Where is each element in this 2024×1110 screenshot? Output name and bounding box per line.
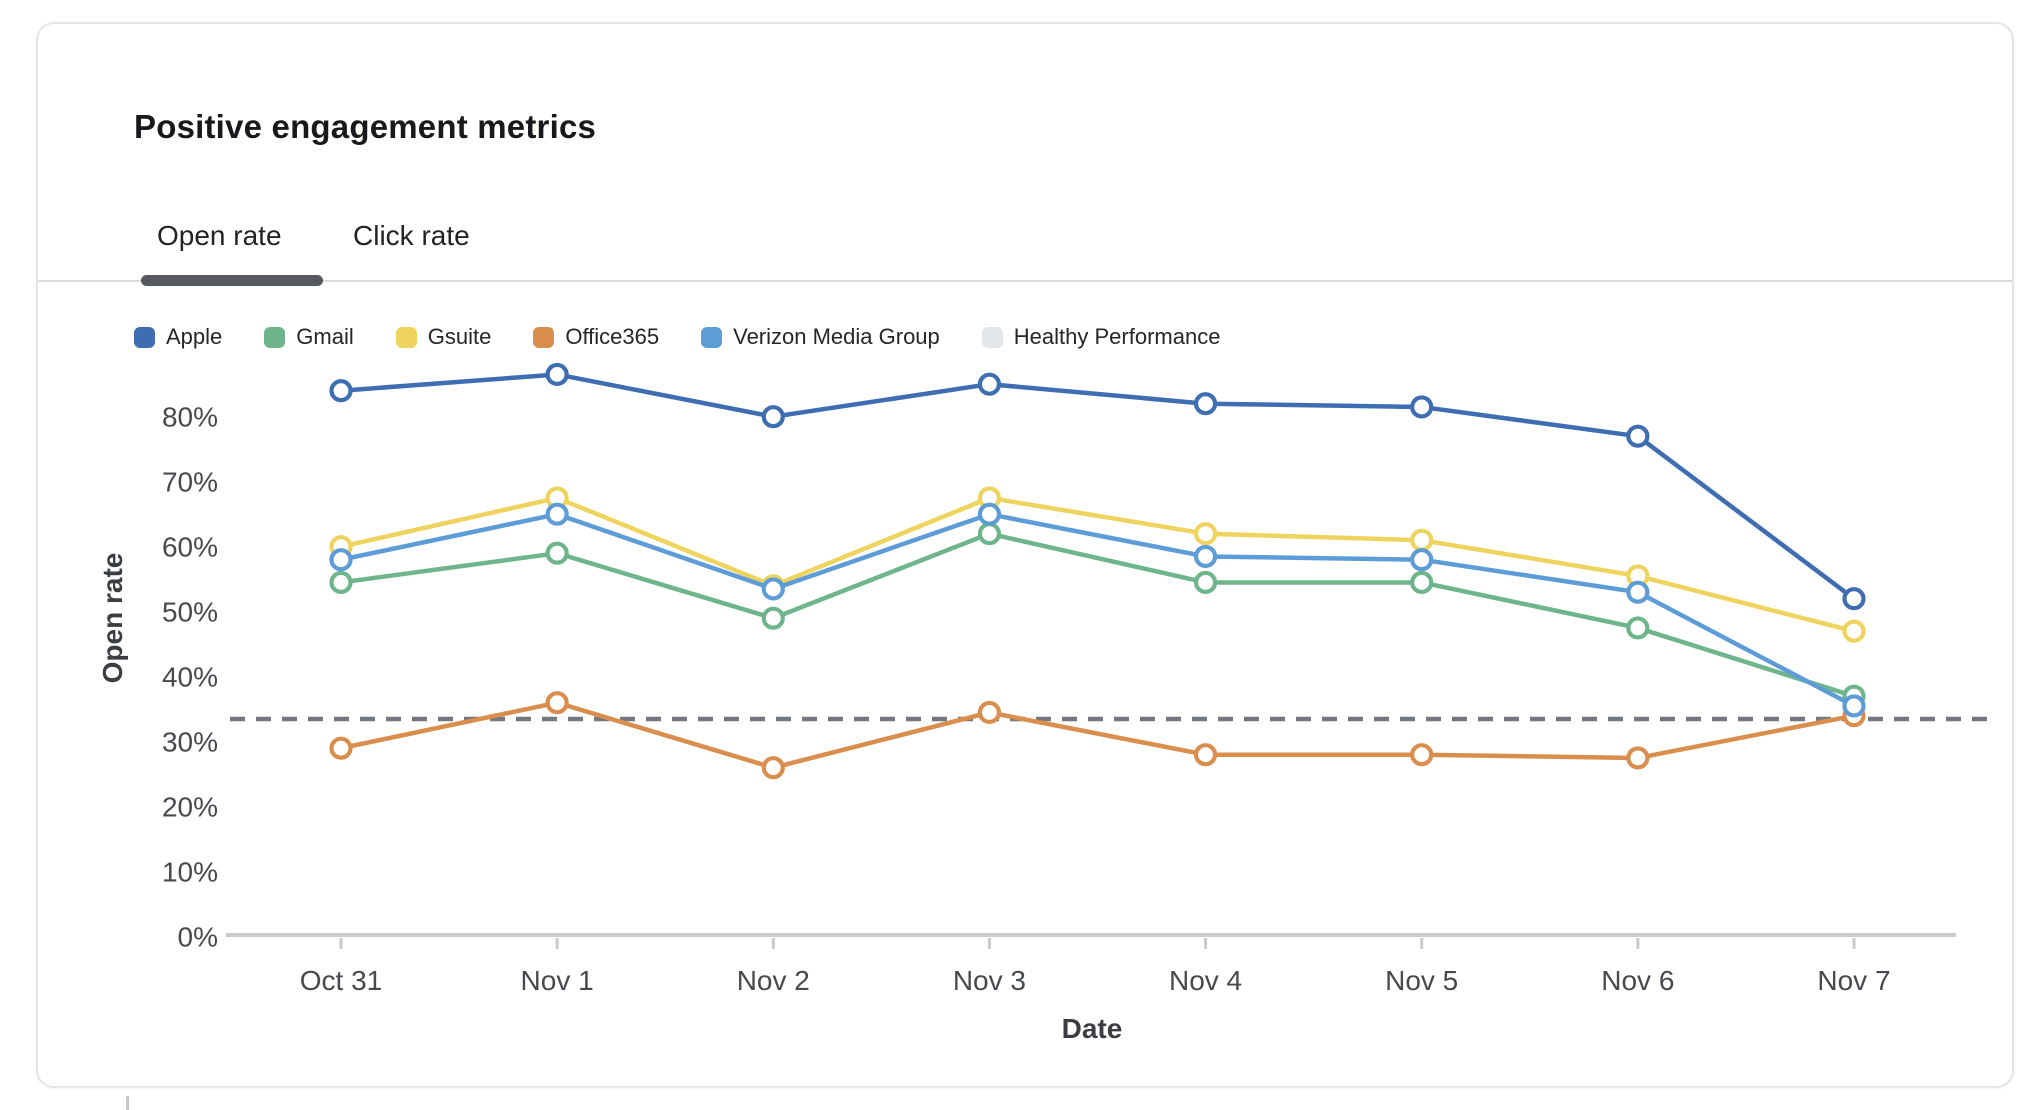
active-tab-indicator — [141, 275, 323, 286]
legend-swatch-gsuite — [395, 326, 417, 348]
next-card-edge — [126, 1096, 129, 1110]
legend-label: Office365 — [565, 324, 660, 349]
legend-item-verizon-media-group[interactable]: Verizon Media Group — [701, 324, 940, 350]
tabs-separator — [38, 280, 2012, 282]
legend-swatch-verizon-media-group — [701, 326, 723, 348]
tab-click-rate[interactable]: Click rate — [353, 220, 470, 251]
tab-open-rate[interactable]: Open rate — [157, 220, 282, 251]
legend-label: Healthy Performance — [1013, 324, 1221, 349]
legend-swatch-healthy-performance — [981, 326, 1003, 348]
legend-item-office365[interactable]: Office365 — [533, 324, 659, 350]
engagement-metrics-card: Positive engagement metrics Open rate Cl… — [36, 22, 2014, 1088]
legend-label: Apple — [166, 324, 223, 349]
metric-tabs: Open rate Click rate — [38, 220, 2012, 286]
legend-item-apple[interactable]: Apple — [134, 324, 222, 350]
legend-label: Gmail — [296, 324, 354, 349]
legend-label: Gsuite — [427, 324, 492, 349]
legend-swatch-office365 — [533, 326, 555, 348]
legend-label: Verizon Media Group — [733, 324, 940, 349]
legend-swatch-apple — [134, 326, 155, 348]
legend-item-gsuite[interactable]: Gsuite — [395, 324, 492, 350]
legend-swatch-gmail — [264, 326, 286, 348]
card-title: Positive engagement metrics — [134, 108, 597, 145]
legend-item-healthy-performance[interactable]: Healthy Performance — [981, 324, 1221, 350]
chart-legend: Apple Gmail Gsuite Office365 Verizon Media G… — [134, 324, 1220, 350]
legend-item-gmail[interactable]: Gmail — [264, 324, 354, 350]
